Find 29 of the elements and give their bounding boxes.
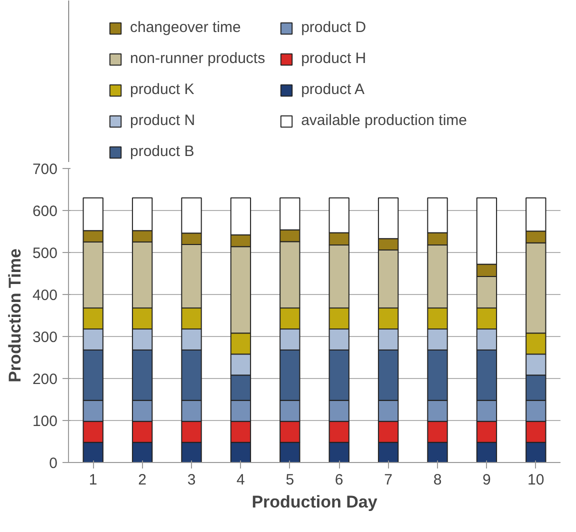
x-tick-label: 9 <box>482 472 491 488</box>
legend-label: product N <box>130 112 196 129</box>
legend-label: product H <box>301 50 366 67</box>
x-tick-label: 4 <box>236 472 245 488</box>
y-axis-title: Production Time <box>5 248 24 382</box>
y-tick-label: 700 <box>32 161 58 178</box>
legend-label: non-runner products <box>130 50 266 67</box>
y-tick-label: 400 <box>32 287 58 304</box>
x-tick-label: 2 <box>138 472 146 488</box>
y-tick-label: 500 <box>32 245 58 262</box>
x-tick-label: 5 <box>286 472 294 488</box>
x-tick-label: 7 <box>384 472 392 488</box>
legend-label: changeover time <box>130 19 241 36</box>
legend-label: product D <box>301 19 366 36</box>
x-tick-label: 1 <box>88 472 98 488</box>
y-tick-label: 300 <box>32 329 58 346</box>
x-tick-label: 10 <box>528 472 544 488</box>
x-axis-title: Production Day <box>252 492 378 512</box>
legend-label: available production time <box>301 112 468 129</box>
legend-label: product B <box>130 143 194 160</box>
y-tick-label: 200 <box>32 371 58 388</box>
x-tick-label: 6 <box>334 472 344 488</box>
x-tick-label: 3 <box>187 472 196 488</box>
x-tick-label: 8 <box>433 472 442 488</box>
legend-label: product K <box>130 81 194 98</box>
legend-label: product A <box>301 81 364 98</box>
y-tick-label: 0 <box>49 455 58 472</box>
y-tick-label: 100 <box>32 413 58 430</box>
y-tick-label: 600 <box>32 203 58 220</box>
